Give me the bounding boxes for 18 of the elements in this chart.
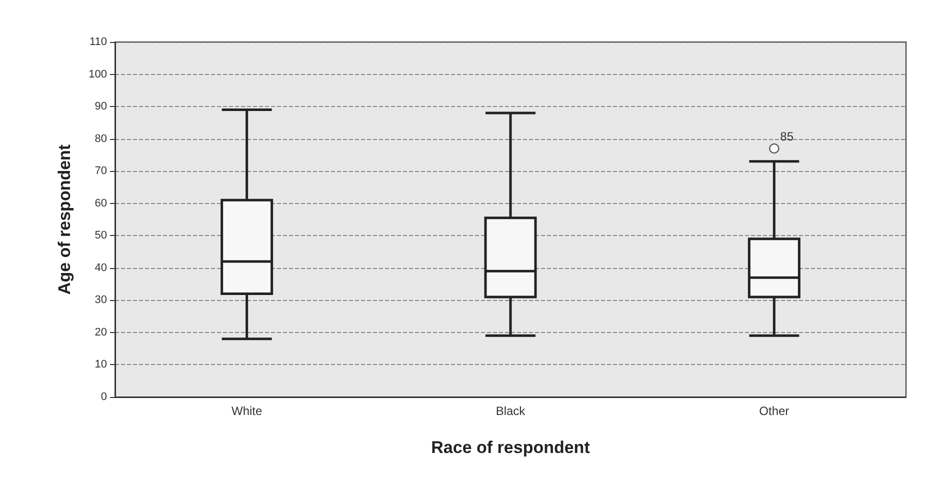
y-tick-label: 30 (94, 294, 107, 306)
y-axis-title: Age of respondent (55, 144, 74, 295)
y-tick-label: 50 (94, 230, 107, 242)
y-tick-label: 10 (94, 358, 107, 371)
y-tick-label: 60 (94, 197, 107, 210)
y-tick-label: 40 (94, 262, 107, 274)
y-tick-label: 110 (89, 36, 107, 48)
annotation: 85 (780, 130, 794, 144)
y-tick-label: 0 (100, 391, 107, 403)
y-tick-label: 20 (94, 326, 107, 338)
x-tick-label: White (231, 404, 262, 418)
x-axis-title: Race of respondent (431, 438, 590, 457)
x-tick-label: Other (759, 404, 790, 418)
y-tick-label: 90 (94, 100, 107, 113)
y-tick-label: 70 (94, 165, 107, 178)
x-tick-label: Black (496, 404, 526, 418)
y-tick-label: 100 (88, 68, 107, 80)
y-tick-label: 80 (94, 132, 107, 145)
